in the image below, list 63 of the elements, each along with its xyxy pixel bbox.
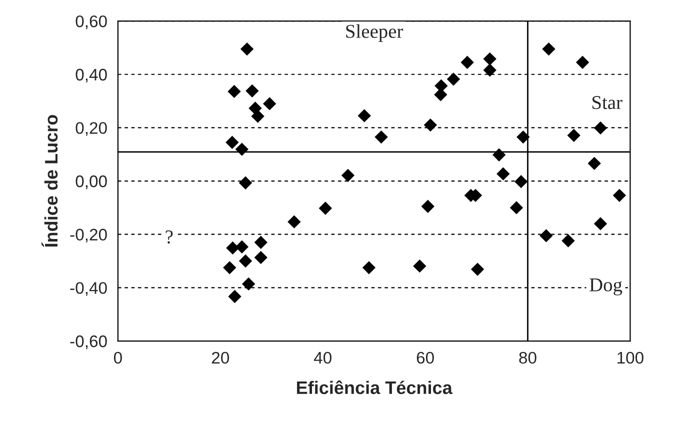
annotation: ? [166, 230, 173, 244]
point [362, 261, 376, 274]
x-tick-label: 100 [618, 352, 644, 364]
point [235, 142, 248, 156]
point [240, 42, 254, 56]
annotation: Star [592, 96, 622, 110]
point [460, 56, 474, 69]
annotation: Sleeper [346, 24, 404, 42]
x-axis-title: Eficiência Técnica [297, 380, 452, 394]
point [254, 250, 268, 264]
point [421, 200, 434, 213]
point [228, 84, 241, 98]
point [510, 201, 524, 214]
point [514, 174, 528, 188]
point [341, 168, 355, 182]
point [238, 254, 252, 268]
x-tick-label: 80 [519, 352, 536, 364]
point [226, 136, 239, 149]
point [562, 234, 575, 248]
point [223, 261, 236, 274]
y-tick-label: -0,60 [70, 335, 107, 350]
point [496, 167, 510, 180]
y-tick-label: 0,20 [76, 122, 107, 136]
point [542, 42, 556, 56]
point [251, 110, 264, 123]
y-tick-label: -0,40 [70, 282, 107, 296]
point [228, 290, 242, 304]
point [594, 121, 608, 135]
point [318, 202, 332, 215]
x-tick-label: 20 [212, 352, 230, 364]
point [288, 215, 301, 228]
x-tick-label: 60 [416, 352, 434, 364]
point [424, 118, 438, 132]
x-tick-label: 40 [314, 352, 332, 364]
y-tick-label: 0,40 [76, 68, 107, 83]
point [576, 56, 590, 69]
point [567, 128, 580, 142]
point [446, 72, 460, 86]
point [358, 109, 371, 122]
point [483, 52, 496, 66]
point [588, 156, 601, 170]
point [470, 262, 484, 276]
point [242, 277, 256, 291]
point [254, 236, 268, 249]
point [594, 217, 608, 230]
y-axis-title: Índice de Lucro [41, 115, 58, 247]
point [413, 260, 426, 273]
point [238, 176, 252, 190]
point [516, 130, 530, 144]
point [492, 148, 506, 162]
point [540, 229, 553, 242]
point [246, 84, 259, 98]
point [483, 64, 496, 77]
y-tick-label: 0,60 [76, 15, 107, 30]
y-tick-label: 0,00 [76, 175, 107, 190]
x-tick-label: 0 [114, 352, 122, 364]
point [612, 188, 626, 202]
point [434, 88, 448, 102]
point [235, 240, 248, 254]
point [262, 97, 276, 110]
y-tick-label: -0,20 [70, 228, 107, 243]
point [374, 130, 388, 144]
annotation: Dog [590, 278, 622, 296]
